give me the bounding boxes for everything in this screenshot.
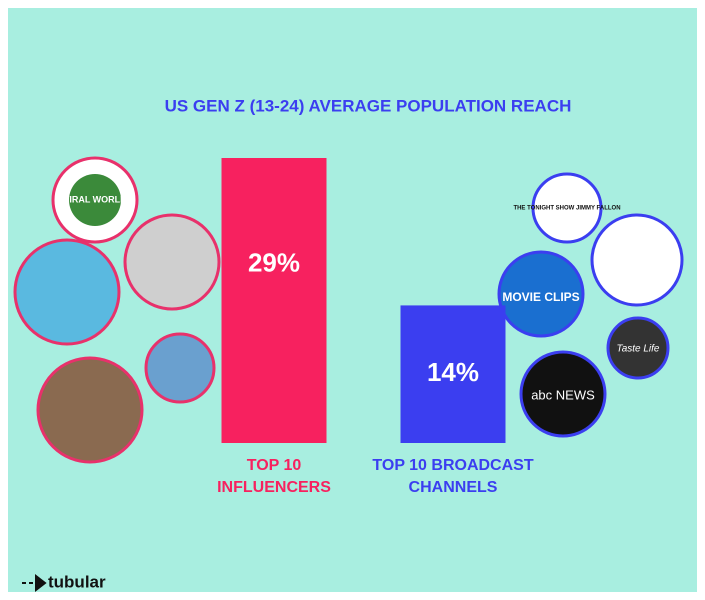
logo-text: MOVIE CLIPS [502,290,579,304]
bar [400,305,506,443]
logo-text: Taste Life [617,344,660,355]
logo-text: THE TONIGHT SHOW JIMMY FALLON [513,206,620,212]
chart-title: US GEN Z (13-24) AVERAGE POPULATION REAC… [165,96,572,115]
logo-text: VIRAL WORLD [63,194,127,204]
brand-logo [22,573,47,593]
bar [221,158,327,443]
category-label: TOP 10 INFLUENCERS [217,457,331,496]
brand: tubular [48,572,106,591]
value-label: 14% [427,357,479,387]
category-label: TOP 10 BROADCAST CHANNELS [372,457,534,496]
logo-circles [13,156,684,464]
value-label: 29% [248,247,300,277]
logo-text: abc NEWS [531,387,595,402]
